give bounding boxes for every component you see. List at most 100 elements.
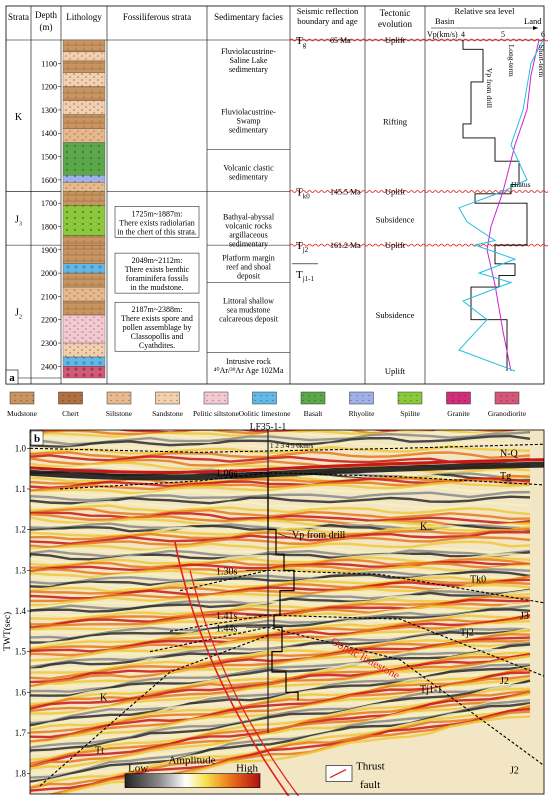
reflector-stripe bbox=[30, 450, 531, 459]
thrust-fault-2 bbox=[189, 570, 300, 796]
boundary-subscript: k0 bbox=[303, 193, 311, 201]
legend-label-rhyolite: Rhyolite bbox=[349, 409, 376, 418]
facies-text: Saline Lake bbox=[230, 56, 268, 65]
reflector-stripe bbox=[30, 679, 531, 753]
label-j2-lower: J2 bbox=[510, 766, 519, 777]
legend-label-granodiorite: Granodiorite bbox=[488, 409, 527, 418]
facies-text: Littoral shallow bbox=[223, 296, 274, 305]
legend-swatch-mudstone bbox=[9, 391, 35, 405]
depth-label-1100: 1100 bbox=[41, 59, 57, 68]
y-tick-label-1.2: 1.2 bbox=[15, 525, 26, 535]
horizon-tg bbox=[59, 472, 545, 490]
lithology-band-basalt bbox=[62, 142, 106, 176]
legend-label-sandstone: Sandstone bbox=[152, 409, 184, 418]
reflector-stripe bbox=[30, 614, 531, 650]
facies-text: sedimentary bbox=[229, 173, 268, 182]
vp-tick-5: 5 bbox=[501, 30, 505, 39]
label-j2: J2 bbox=[500, 676, 509, 687]
strata-subscript: 2 bbox=[19, 315, 22, 321]
tectonic-label: Subsidence bbox=[376, 214, 415, 224]
header-facies: Sedimentary facies bbox=[214, 12, 283, 22]
thrust-legend-line bbox=[329, 768, 347, 779]
boundary-age: 161.2 Ma bbox=[330, 241, 361, 250]
header-lithology: Lithology bbox=[66, 12, 102, 22]
reflector-stripe bbox=[30, 586, 531, 611]
depth-label-1300: 1300 bbox=[41, 106, 57, 115]
fossil-text: in the mudstone. bbox=[130, 283, 183, 292]
header-sea-level: Relative sea level bbox=[455, 6, 516, 16]
strata-label-J3: J3 bbox=[15, 214, 22, 227]
reflector-stripe bbox=[30, 540, 531, 552]
lithology-band-sandstone bbox=[62, 51, 106, 62]
depth-label-2400: 2400 bbox=[41, 362, 57, 371]
legend-swatch-sandstone bbox=[155, 391, 180, 405]
y-tick-label-1.4: 1.4 bbox=[15, 606, 27, 616]
header-depth-unit: (m) bbox=[40, 22, 53, 32]
label-tg: Tg bbox=[500, 471, 511, 482]
lithology-band-mudstone bbox=[62, 244, 106, 264]
short-term-curve bbox=[458, 39, 544, 372]
stratigraphic-column-panel: Strata Depth (m) Lithology Fossiliferous str… bbox=[5, 5, 549, 385]
legend-swatch-basalt bbox=[300, 391, 326, 405]
reflector-stripe bbox=[30, 513, 531, 528]
label-k-left: K bbox=[100, 692, 108, 703]
reflector-stripe bbox=[30, 593, 531, 621]
header-tectonic: Tectonic bbox=[380, 8, 411, 18]
reflector-stripe bbox=[30, 691, 531, 769]
lithology-band-mudstone bbox=[62, 272, 106, 288]
fossil-text: There exists spore and bbox=[121, 314, 193, 323]
label-j3: J3 bbox=[520, 611, 529, 622]
legend-swatch-oolitic bbox=[252, 391, 277, 405]
unconformity-line bbox=[289, 38, 549, 42]
horizon-nq bbox=[29, 443, 545, 453]
legend-label-granite: Granite bbox=[447, 409, 470, 418]
reflector-stripe bbox=[30, 531, 531, 545]
fossil-text: pollen assemblage by bbox=[123, 323, 192, 332]
lithology-band-sandstone bbox=[62, 72, 106, 87]
reflector-stripe bbox=[30, 570, 531, 589]
lithology-band-mudstone bbox=[62, 191, 106, 206]
lithology-band-rhyolite bbox=[62, 175, 106, 183]
reflector-stripe bbox=[30, 602, 531, 635]
facies-text: sedimentary bbox=[229, 239, 268, 248]
short-term-label: Short-term bbox=[537, 45, 546, 78]
reflector-stripe bbox=[30, 560, 531, 573]
lithology-legend: Mudstone Chert Siltstone Sandstone Pelitic s… bbox=[7, 391, 527, 418]
y-tick-label-1.3: 1.3 bbox=[15, 565, 27, 575]
fossil-text: 2049m~2112m: bbox=[132, 256, 183, 265]
legend-label-chert: Chert bbox=[62, 409, 80, 418]
facies-text: volcanic rocks bbox=[225, 221, 271, 230]
fossil-box bbox=[114, 301, 200, 352]
fossil-text: foraminifera fossils bbox=[126, 274, 188, 283]
reflector-stripe bbox=[30, 620, 531, 662]
lithology-band-pelitic bbox=[62, 314, 106, 344]
long-term-curve bbox=[486, 39, 540, 372]
lithology-band-siltstone bbox=[62, 128, 106, 143]
fossil-box bbox=[114, 252, 200, 294]
horizon-time-label: 1.30s bbox=[216, 566, 238, 577]
lithology-band-mudstone bbox=[62, 114, 106, 129]
reflector-stripe bbox=[30, 614, 531, 654]
thrust-fault-1 bbox=[174, 541, 290, 796]
depth-label-1200: 1200 bbox=[41, 83, 57, 92]
legend-swatch-siltstone bbox=[106, 391, 132, 405]
fossil-text: 2187m~2388m: bbox=[132, 305, 183, 314]
boundary-subscript: j2 bbox=[302, 246, 309, 254]
reflector-stripe bbox=[30, 640, 531, 690]
fossil-text: Classopollis and bbox=[131, 332, 184, 341]
facies-text: calcareous deposit bbox=[219, 314, 279, 323]
amplitude-label: Amplitude bbox=[168, 754, 215, 766]
top-reflector-red bbox=[29, 458, 545, 474]
fossil-box bbox=[114, 206, 200, 238]
y-tick-label-1.5: 1.5 bbox=[15, 647, 27, 657]
legend-swatch-chert bbox=[58, 391, 83, 405]
horizon-time-label: 1.44s bbox=[216, 623, 238, 634]
vp-drill-curve bbox=[462, 40, 528, 372]
lithology-band-oolitic bbox=[62, 356, 106, 367]
reflector-stripe bbox=[30, 574, 531, 592]
tectonic-label: Uplift bbox=[385, 240, 406, 250]
table-frame bbox=[5, 5, 545, 385]
strata-label-J2: J2 bbox=[15, 308, 22, 321]
reflector-stripe bbox=[30, 558, 531, 569]
boundary-subscript: j1-1 bbox=[302, 275, 315, 283]
